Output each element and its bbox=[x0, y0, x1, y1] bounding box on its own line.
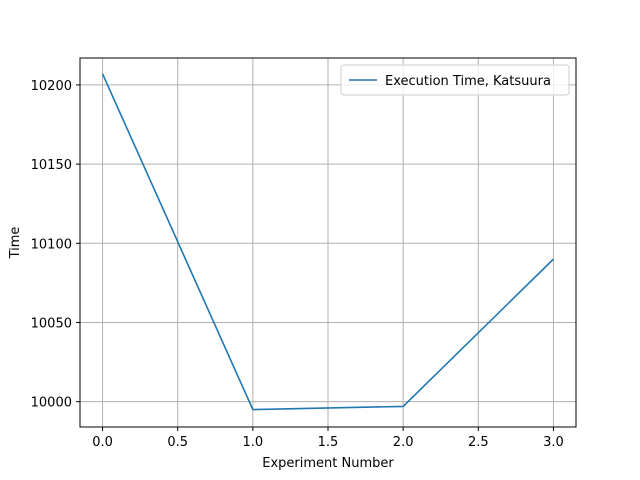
y-tick-label: 10200 bbox=[31, 79, 72, 94]
y-tick-label: 10150 bbox=[31, 158, 72, 173]
x-tick-label: 0.0 bbox=[92, 435, 113, 450]
x-tick-label: 0.5 bbox=[167, 435, 188, 450]
x-tick-label: 1.5 bbox=[318, 435, 339, 450]
x-axis-label: Experiment Number bbox=[262, 456, 394, 471]
legend-label: Execution Time, Katsuura bbox=[385, 74, 551, 89]
y-tick-label: 10050 bbox=[31, 316, 72, 331]
y-axis-label: Time bbox=[8, 227, 23, 260]
x-tick-label: 2.5 bbox=[468, 435, 489, 450]
legend: Execution Time, Katsuura bbox=[340, 64, 570, 96]
x-axis-ticks: 0.0 0.5 1.0 1.5 2.0 2.5 3.0 bbox=[92, 427, 564, 450]
series-lines bbox=[101, 73, 555, 411]
x-tick-label: 2.0 bbox=[393, 435, 414, 450]
series-line-0 bbox=[101, 73, 555, 411]
y-tick-label: 10000 bbox=[31, 396, 72, 411]
legend-box bbox=[340, 64, 570, 96]
y-tick-label: 10100 bbox=[31, 237, 72, 252]
y-axis-ticks: 10000 10050 10100 10150 10200 bbox=[31, 79, 80, 411]
x-tick-label: 1.0 bbox=[243, 435, 264, 450]
x-tick-label: 3.0 bbox=[543, 435, 564, 450]
